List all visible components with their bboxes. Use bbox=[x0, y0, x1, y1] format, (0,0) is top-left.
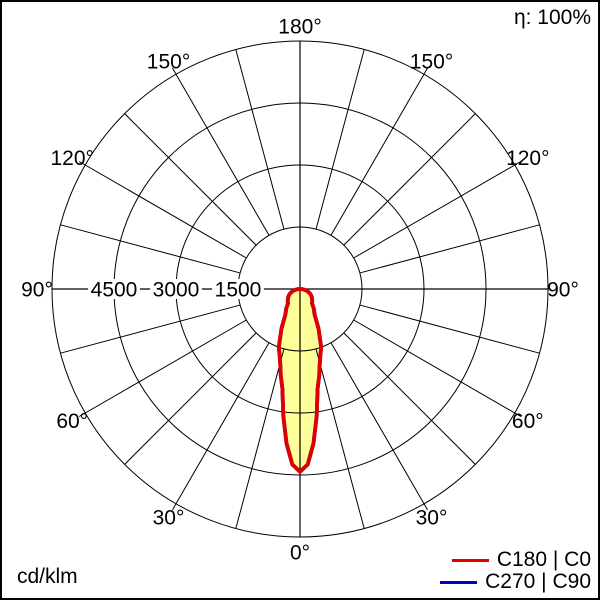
spoke-line bbox=[353, 319, 522, 417]
spoke-line bbox=[60, 304, 241, 354]
angle-label: 150° bbox=[410, 51, 453, 74]
spoke-line bbox=[124, 332, 257, 465]
legend-row-c270-c90: C270 | C90 bbox=[440, 570, 591, 593]
spoke-line bbox=[172, 342, 270, 511]
angle-label: 90° bbox=[547, 279, 579, 302]
angle-label: 30° bbox=[153, 506, 185, 529]
spoke-line bbox=[78, 319, 247, 417]
spoke-line bbox=[78, 161, 247, 259]
legend-label-c180-c0: C180 | C0 bbox=[496, 548, 591, 571]
radial-tick-label-bg bbox=[212, 279, 264, 299]
angle-label: 0° bbox=[290, 542, 310, 565]
spoke-line bbox=[235, 348, 285, 529]
spoke-line bbox=[330, 342, 428, 511]
legend-row-c180-c0: C180 | C0 bbox=[451, 548, 591, 571]
radial-tick-label-bg bbox=[150, 279, 202, 299]
angle-label: 60° bbox=[512, 410, 544, 433]
legend-label-c270-c90: C270 | C90 bbox=[485, 570, 591, 593]
radial-tick-label: 4500 bbox=[91, 279, 138, 302]
spoke-line bbox=[172, 67, 270, 236]
angle-label: 120° bbox=[50, 147, 93, 170]
spoke-line bbox=[343, 113, 476, 246]
angle-label: 60° bbox=[56, 410, 88, 433]
photometric-curve-c180-c0 bbox=[276, 287, 324, 474]
legend: C180 | C0 C270 | C90 bbox=[440, 548, 591, 593]
efficiency-label: η: 100% bbox=[513, 6, 591, 29]
spoke-line bbox=[359, 304, 540, 354]
spoke-line bbox=[343, 332, 476, 465]
spoke-line bbox=[315, 348, 365, 529]
angle-label: 120° bbox=[506, 147, 549, 170]
angle-label: 30° bbox=[416, 506, 448, 529]
blue-curve-swatch bbox=[440, 580, 478, 584]
spoke-line bbox=[359, 224, 540, 274]
spoke-line bbox=[60, 224, 241, 274]
spoke-line bbox=[315, 49, 365, 230]
radial-tick-label: 1500 bbox=[215, 279, 262, 302]
spoke-line bbox=[330, 67, 428, 236]
angle-label: 150° bbox=[147, 51, 190, 74]
spoke-line bbox=[353, 161, 522, 259]
unit-label: cd/klm bbox=[17, 565, 78, 588]
angle-label: 90° bbox=[21, 279, 53, 302]
red-curve-swatch bbox=[451, 558, 489, 562]
spoke-line bbox=[235, 49, 285, 230]
spoke-line bbox=[124, 113, 257, 246]
radial-tick-label: 3000 bbox=[153, 279, 200, 302]
radial-tick-label-bg bbox=[88, 279, 140, 299]
angle-label: 180° bbox=[278, 16, 321, 39]
